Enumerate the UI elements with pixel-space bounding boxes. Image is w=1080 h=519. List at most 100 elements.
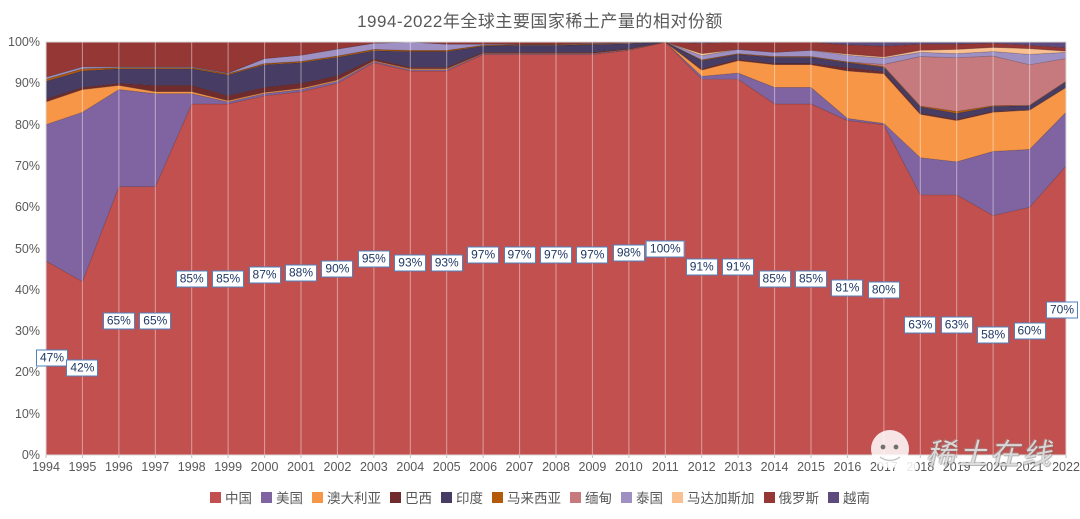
data-label-1998: 85% xyxy=(175,270,208,288)
legend-label-brazil: 巴西 xyxy=(405,491,432,506)
x-tick-label-2021: 2021 xyxy=(1015,460,1044,474)
data-label-2021: 60% xyxy=(1013,322,1046,340)
y-tick-label: 40% xyxy=(14,282,40,297)
legend-item-usa: 美国 xyxy=(261,487,303,507)
data-label-1996: 65% xyxy=(102,312,135,330)
legend-swatch-australia xyxy=(312,491,323,503)
legend-swatch-china xyxy=(210,491,221,503)
legend-swatch-brazil xyxy=(390,491,401,503)
data-label-2011: 100% xyxy=(645,240,685,257)
data-label-2012: 91% xyxy=(685,258,718,276)
data-label-2004: 93% xyxy=(394,254,427,272)
x-tick-label-2016: 2016 xyxy=(833,460,862,474)
x-tick-label-1997: 1997 xyxy=(141,460,170,474)
x-tick-label-2000: 2000 xyxy=(250,460,279,474)
x-tick-label-2009: 2009 xyxy=(578,460,607,474)
legend-label-thailand: 泰国 xyxy=(636,491,663,506)
legend-label-myanmar: 缅甸 xyxy=(585,491,612,506)
x-tick-label-2015: 2015 xyxy=(797,460,825,474)
legend-swatch-india xyxy=(441,491,452,503)
data-label-2002: 90% xyxy=(321,260,354,278)
x-tick-label-2017: 2017 xyxy=(869,460,898,474)
y-tick-label: 60% xyxy=(14,200,40,215)
x-tick-label-2014: 2014 xyxy=(760,460,789,474)
legend-label-australia: 澳大利亚 xyxy=(327,491,381,506)
x-tick-label-2006: 2006 xyxy=(469,460,498,474)
legend-item-madagascar: 马达加斯加 xyxy=(672,487,755,507)
legend-swatch-malaysia xyxy=(492,491,503,503)
legend-label-vietnam: 越南 xyxy=(843,491,870,506)
x-tick-label-1995: 1995 xyxy=(68,460,97,474)
x-tick-label-2003: 2003 xyxy=(359,460,388,474)
legend-item-thailand: 泰国 xyxy=(621,487,663,507)
data-label-1994: 47% xyxy=(35,349,69,367)
legend-swatch-myanmar xyxy=(570,491,581,503)
legend-item-india: 印度 xyxy=(441,487,483,507)
legend-swatch-vietnam xyxy=(828,491,839,503)
data-label-2001: 88% xyxy=(284,264,318,282)
data-label-2007: 97% xyxy=(503,246,536,264)
data-label-2019: 63% xyxy=(940,316,973,334)
data-label-2013: 91% xyxy=(722,258,755,276)
x-tick-label-2020: 2020 xyxy=(979,460,1008,474)
plot-border xyxy=(45,41,1067,456)
x-tick-label-2001: 2001 xyxy=(287,460,315,474)
x-tick-label-2010: 2010 xyxy=(614,460,643,474)
x-tick-label-2012: 2012 xyxy=(687,460,716,474)
data-label-2003: 95% xyxy=(357,250,390,268)
x-tick-label-1996: 1996 xyxy=(104,460,133,474)
data-label-2005: 93% xyxy=(430,254,463,272)
legend-swatch-usa xyxy=(261,491,272,503)
legend-item-russia: 俄罗斯 xyxy=(763,487,820,507)
legend-swatch-madagascar xyxy=(672,491,683,503)
x-tick-label-1999: 1999 xyxy=(214,460,243,474)
data-label-1999: 85% xyxy=(212,270,245,288)
legend-item-china: 中国 xyxy=(210,487,252,507)
y-tick-label: 90% xyxy=(14,76,40,91)
legend-label-malaysia: 马来西亚 xyxy=(507,491,561,506)
data-label-2017: 80% xyxy=(867,281,900,299)
data-label-2006: 97% xyxy=(467,246,500,264)
legend-label-russia: 俄罗斯 xyxy=(778,491,820,506)
legend-swatch-thailand xyxy=(621,491,632,503)
data-label-2014: 85% xyxy=(758,270,791,288)
legend-label-usa: 美国 xyxy=(276,491,303,506)
y-tick-label: 20% xyxy=(14,365,40,380)
x-tick-label-2013: 2013 xyxy=(724,460,753,474)
legend-swatch-russia xyxy=(763,491,775,503)
legend-item-malaysia: 马来西亚 xyxy=(492,487,561,507)
x-tick-label-2002: 2002 xyxy=(323,460,352,474)
y-tick-label: 30% xyxy=(14,324,40,339)
legend: 中国 美国 澳大利亚 巴西 印度 马来西亚 缅甸 泰国 马达加斯加 俄罗斯 越南 xyxy=(0,487,1080,507)
y-tick-label: 100% xyxy=(8,35,40,49)
data-label-2022: 70% xyxy=(1045,301,1079,319)
y-tick-label: 0% xyxy=(21,448,40,462)
legend-item-australia: 澳大利亚 xyxy=(312,487,381,507)
y-tick-label: 50% xyxy=(14,241,40,256)
x-tick-label-2022: 2022 xyxy=(1052,460,1080,474)
x-tick-label-2019: 2019 xyxy=(942,460,971,474)
y-tick-label: 70% xyxy=(14,158,40,173)
x-tick-label-2005: 2005 xyxy=(432,460,461,474)
y-tick-label: 10% xyxy=(14,406,40,421)
chart-title: 1994-2022年全球主要国家稀土产量的相对份额 xyxy=(357,12,723,31)
legend-item-myanmar: 缅甸 xyxy=(570,487,612,507)
legend-item-vietnam: 越南 xyxy=(828,487,870,507)
data-label-2000: 87% xyxy=(248,266,281,284)
data-label-2020: 58% xyxy=(977,326,1010,344)
data-label-2016: 81% xyxy=(831,279,864,297)
x-tick-label-2011: 2011 xyxy=(651,460,679,474)
data-label-2015: 85% xyxy=(794,270,828,288)
x-tick-label-1998: 1998 xyxy=(177,460,206,474)
y-tick-label: 80% xyxy=(14,117,40,132)
data-label-2008: 97% xyxy=(539,246,573,264)
x-tick-label-2004: 2004 xyxy=(396,460,425,474)
x-tick-label-2007: 2007 xyxy=(505,460,534,474)
data-label-2018: 63% xyxy=(904,316,937,334)
legend-label-china: 中国 xyxy=(225,491,252,506)
data-label-2010: 98% xyxy=(612,244,645,262)
x-tick-label-2018: 2018 xyxy=(906,460,935,474)
data-label-1997: 65% xyxy=(139,312,172,330)
data-label-2009: 97% xyxy=(576,246,609,264)
